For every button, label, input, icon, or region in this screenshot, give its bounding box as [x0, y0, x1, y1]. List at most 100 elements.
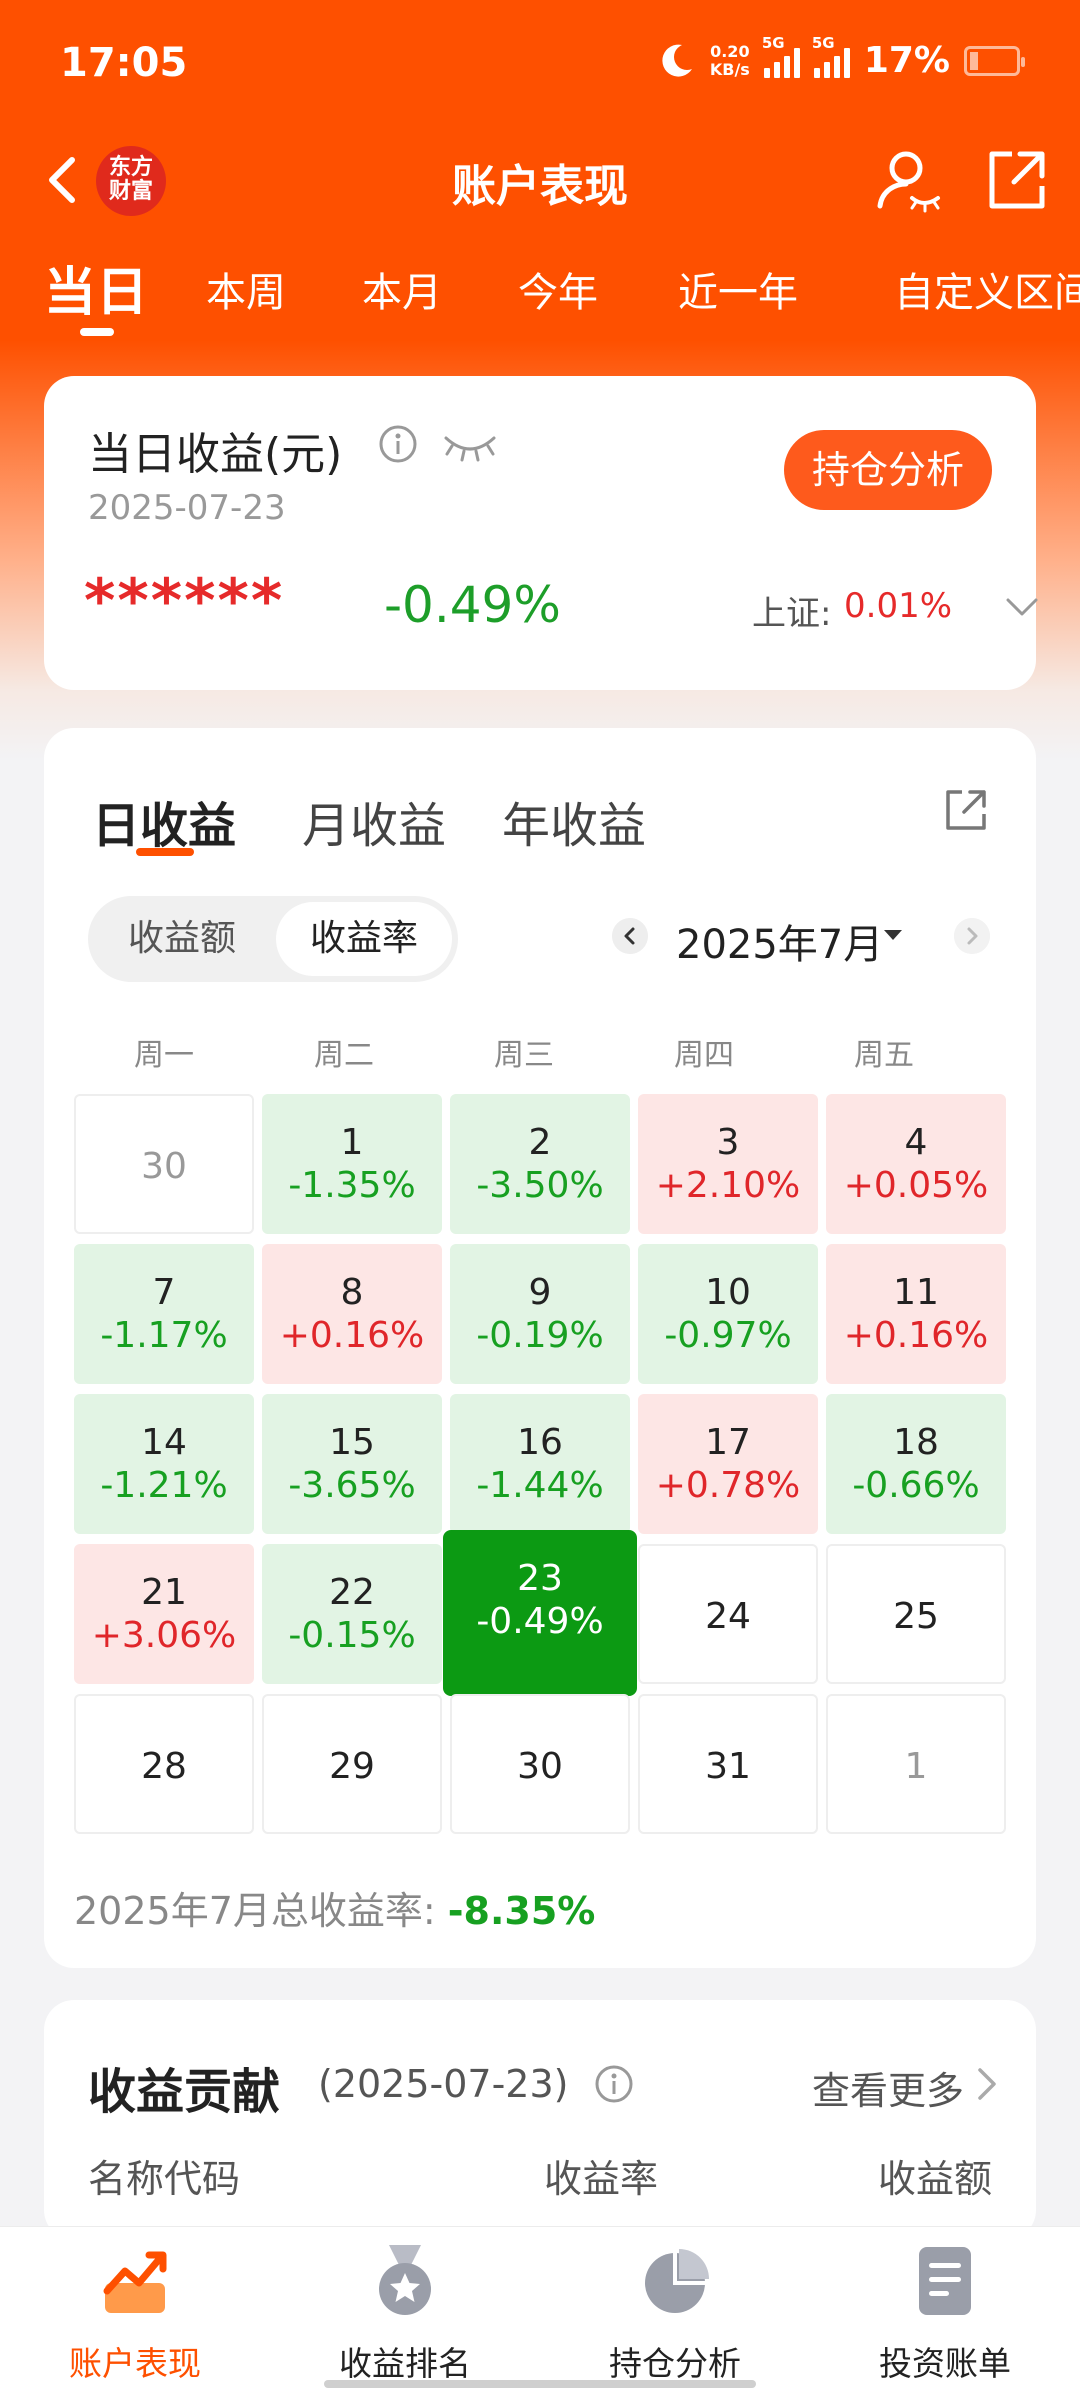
calendar-day-number: 29 [264, 1746, 440, 1787]
month-selector[interactable]: 2025年7月 [676, 912, 883, 970]
tab-this-month[interactable]: 本月 [362, 260, 442, 318]
tab-monthly-earnings[interactable]: 月收益 [302, 786, 446, 856]
holdings-analysis-button[interactable]: 持仓分析 [784, 430, 992, 510]
bottom-tab-statement[interactable]: 投资账单 [810, 2241, 1080, 2385]
col-return-rate[interactable]: 收益率 [544, 2148, 658, 2203]
tab-yearly-earnings[interactable]: 年收益 [502, 786, 646, 856]
calendar-day[interactable]: 4 +0.05% [826, 1094, 1006, 1234]
calendar-day-return: +0.78% [638, 1465, 818, 1506]
calendar-day[interactable]: 15 -3.65% [262, 1394, 442, 1534]
calendar-day[interactable]: 17 +0.78% [638, 1394, 818, 1534]
contribution-info-icon[interactable] [594, 2064, 634, 2104]
calendar-day[interactable]: 16 -1.44% [450, 1394, 630, 1534]
calendar-day-number: 9 [450, 1272, 630, 1313]
calendar-day-number: 16 [450, 1422, 630, 1463]
home-indicator[interactable] [324, 2380, 756, 2388]
calendar-day-return: -1.35% [262, 1165, 442, 1206]
calendar-day-number: 30 [76, 1146, 252, 1187]
weekday-tue: 周二 [254, 1030, 434, 1074]
earnings-calendar-card: 日收益 月收益 年收益 收益额 收益率 2025年7月 周一 周二 周三 周四 … [44, 728, 1036, 1968]
caret-down-icon[interactable] [882, 928, 904, 942]
calendar-day[interactable]: 9 -0.19% [450, 1244, 630, 1384]
calendar-day-return: -0.19% [450, 1315, 630, 1356]
bottom-tab-account-performance[interactable]: 账户表现 [0, 2241, 270, 2385]
bottom-tab-holdings[interactable]: 持仓分析 [540, 2241, 810, 2385]
calendar-day[interactable]: 28 [74, 1694, 254, 1834]
calendar-day-return: +0.16% [826, 1315, 1006, 1356]
share-icon[interactable] [940, 784, 992, 836]
calendar-day[interactable]: 30 [74, 1094, 254, 1234]
calendar-day-return: -1.21% [74, 1465, 254, 1506]
period-tabs: 当日 本周 本月 今年 近一年 自定义区间 [0, 250, 1080, 340]
calendar-day[interactable]: 21 +3.06% [74, 1544, 254, 1684]
chevron-down-icon[interactable] [1004, 592, 1040, 622]
hide-eye-icon[interactable] [442, 430, 498, 464]
calendar-day[interactable]: 22 -0.15% [262, 1544, 442, 1684]
calendar-day[interactable]: 1 -1.35% [262, 1094, 442, 1234]
calendar-day[interactable]: 1 [826, 1694, 1006, 1834]
calendar-day-number: 21 [74, 1572, 254, 1613]
signal-2-icon: 5G [814, 44, 850, 78]
calendar-day-number: 30 [452, 1746, 628, 1787]
nav-bar: 东方 财富 账户表现 [0, 130, 1080, 230]
bottom-tab-ranking[interactable]: 收益排名 [270, 2241, 540, 2385]
calendar-day[interactable]: 11 +0.16% [826, 1244, 1006, 1384]
month-total: 2025年7月总收益率: -8.35% [74, 1880, 595, 1935]
calendar-day-return: +2.10% [638, 1165, 818, 1206]
prev-month-icon[interactable] [612, 918, 648, 954]
tab-last-year[interactable]: 近一年 [678, 260, 798, 318]
weekday-thu: 周四 [614, 1030, 794, 1074]
user-privacy-icon[interactable] [872, 144, 944, 216]
next-month-icon[interactable] [954, 918, 990, 954]
status-icons: 0.20 KB/s 5G 5G 17% [656, 40, 1020, 81]
calendar-day[interactable]: 25 [826, 1544, 1006, 1684]
calendar-day[interactable]: 10 -0.97% [638, 1244, 818, 1384]
calendar-day[interactable]: 29 [262, 1694, 442, 1834]
contribution-card: 收益贡献 (2025-07-23) 查看更多 名称代码 收益率 收益额 [44, 2000, 1036, 2240]
calendar-day-number: 8 [262, 1272, 442, 1313]
calendar-day-return: -0.15% [262, 1615, 442, 1656]
month-total-value: -8.35% [448, 1889, 596, 1933]
calendar-day[interactable]: 30 [450, 1694, 630, 1834]
battery-percent: 17% [864, 40, 950, 81]
calendar-day-number: 3 [638, 1122, 818, 1163]
index-label: 上证: [752, 586, 831, 635]
earnings-tab-underline [136, 848, 194, 856]
share-external-icon[interactable] [980, 144, 1052, 216]
weekday-mon: 周一 [74, 1030, 254, 1074]
col-return-amount[interactable]: 收益额 [878, 2148, 992, 2203]
calendar-day-number: 7 [74, 1272, 254, 1313]
tab-this-year[interactable]: 今年 [518, 260, 598, 318]
col-name-code[interactable]: 名称代码 [88, 2148, 240, 2203]
tab-this-week[interactable]: 本周 [206, 260, 286, 318]
toggle-earnings-amount[interactable]: 收益额 [94, 902, 270, 976]
calendar-day[interactable]: 2 -3.50% [450, 1094, 630, 1234]
tab-underline [80, 328, 114, 336]
calendar-day[interactable]: 24 [638, 1544, 818, 1684]
calendar-day[interactable]: 3 +2.10% [638, 1094, 818, 1234]
calendar-day[interactable]: 7 -1.17% [74, 1244, 254, 1384]
view-more-link[interactable]: 查看更多 [812, 2060, 964, 2115]
chart-up-icon [95, 2241, 175, 2321]
daily-return-percent: -0.49% [384, 576, 561, 634]
status-bar: 17:05 0.20 KB/s 5G 5G 17% [0, 0, 1080, 130]
chevron-right-icon[interactable] [974, 2066, 1000, 2102]
calendar-day[interactable]: 8 +0.16% [262, 1244, 442, 1384]
calendar-day-number: 2 [450, 1122, 630, 1163]
info-icon[interactable] [378, 424, 418, 464]
tab-today[interactable]: 当日 [44, 250, 148, 325]
calendar-day[interactable]: 14 -1.21% [74, 1394, 254, 1534]
back-arrow-icon[interactable] [38, 152, 94, 208]
tab-custom-range[interactable]: 自定义区间 [894, 260, 1080, 318]
calendar-day[interactable]: 31 [638, 1694, 818, 1834]
calendar-day-number: 15 [262, 1422, 442, 1463]
toggle-earnings-rate[interactable]: 收益率 [276, 902, 452, 976]
contribution-date: (2025-07-23) [318, 2062, 569, 2106]
calendar-day-number: 1 [262, 1122, 442, 1163]
calendar-day-number: 25 [828, 1596, 1004, 1637]
tab-daily-earnings[interactable]: 日收益 [92, 786, 236, 856]
calendar-day[interactable]: 18 -0.66% [826, 1394, 1006, 1534]
app-logo: 东方 财富 [96, 146, 166, 216]
calendar-day-today[interactable]: 23 -0.49% [443, 1530, 637, 1696]
status-time: 17:05 [60, 40, 187, 86]
